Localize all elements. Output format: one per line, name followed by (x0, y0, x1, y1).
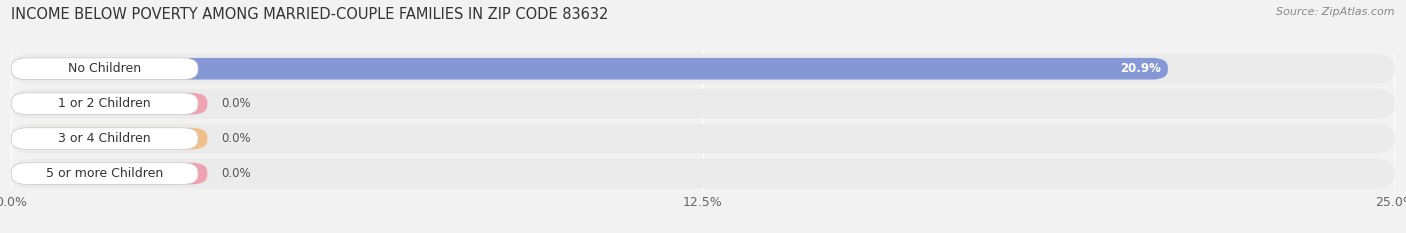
FancyBboxPatch shape (11, 163, 198, 185)
FancyBboxPatch shape (11, 159, 1395, 188)
FancyBboxPatch shape (11, 163, 207, 185)
Text: INCOME BELOW POVERTY AMONG MARRIED-COUPLE FAMILIES IN ZIP CODE 83632: INCOME BELOW POVERTY AMONG MARRIED-COUPL… (11, 7, 609, 22)
Text: No Children: No Children (67, 62, 141, 75)
Text: Source: ZipAtlas.com: Source: ZipAtlas.com (1277, 7, 1395, 17)
Text: 0.0%: 0.0% (221, 167, 250, 180)
FancyBboxPatch shape (11, 124, 1395, 154)
FancyBboxPatch shape (11, 58, 1168, 80)
FancyBboxPatch shape (11, 93, 207, 115)
Text: 3 or 4 Children: 3 or 4 Children (58, 132, 150, 145)
FancyBboxPatch shape (11, 128, 198, 150)
FancyBboxPatch shape (11, 89, 1395, 119)
FancyBboxPatch shape (11, 54, 1395, 84)
FancyBboxPatch shape (11, 128, 207, 150)
Text: 0.0%: 0.0% (221, 97, 250, 110)
FancyBboxPatch shape (11, 58, 198, 80)
Text: 20.9%: 20.9% (1121, 62, 1161, 75)
FancyBboxPatch shape (11, 93, 198, 115)
Text: 0.0%: 0.0% (221, 132, 250, 145)
Text: 5 or more Children: 5 or more Children (46, 167, 163, 180)
Text: 1 or 2 Children: 1 or 2 Children (58, 97, 150, 110)
